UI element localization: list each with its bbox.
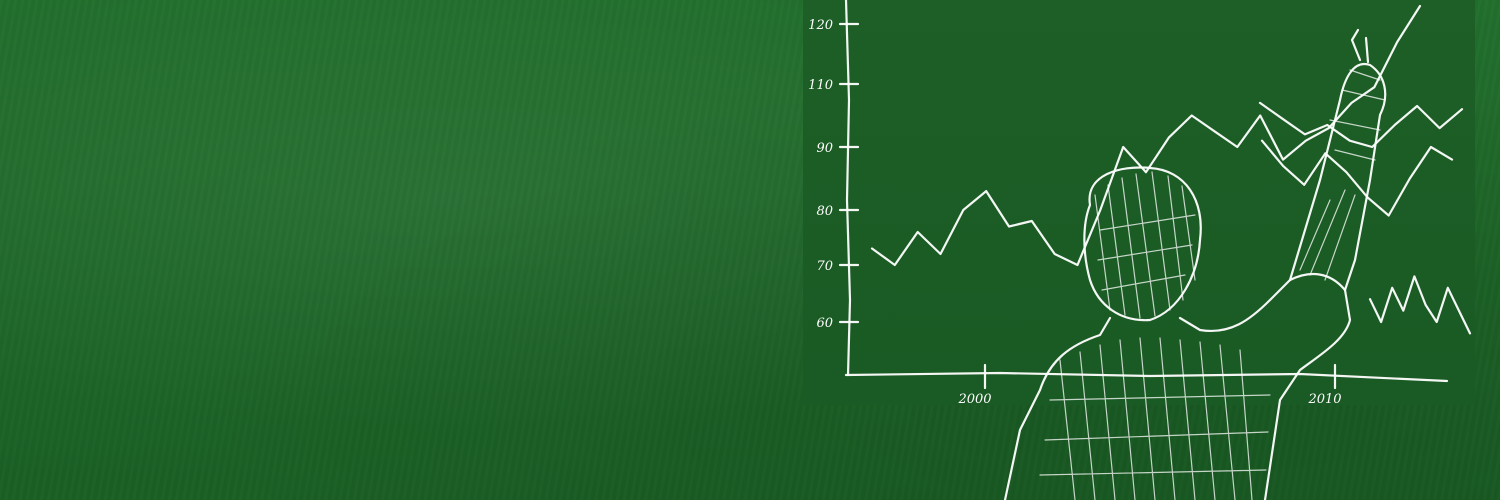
y-tick-label: 90 [816, 141, 833, 156]
x-axis [844, 371, 1449, 383]
series-line-3 [1260, 139, 1454, 217]
x-tick-label: 2010 [1307, 392, 1341, 407]
y-tick-label: 80 [816, 204, 833, 219]
series-line-4 [1368, 275, 1472, 335]
y-tick-label: 60 [816, 316, 833, 331]
person-drawing-chart-icon [1003, 28, 1387, 500]
x-tick-label: 2000 [957, 392, 991, 407]
series-line-2 [1258, 101, 1464, 149]
y-tick-label: 120 [808, 18, 833, 33]
y-tick-label: 110 [808, 78, 833, 93]
chart-panel [803, 0, 1475, 405]
series-line-1 [870, 4, 1422, 267]
y-axis [844, 0, 852, 377]
y-tick-label: 70 [816, 259, 833, 274]
